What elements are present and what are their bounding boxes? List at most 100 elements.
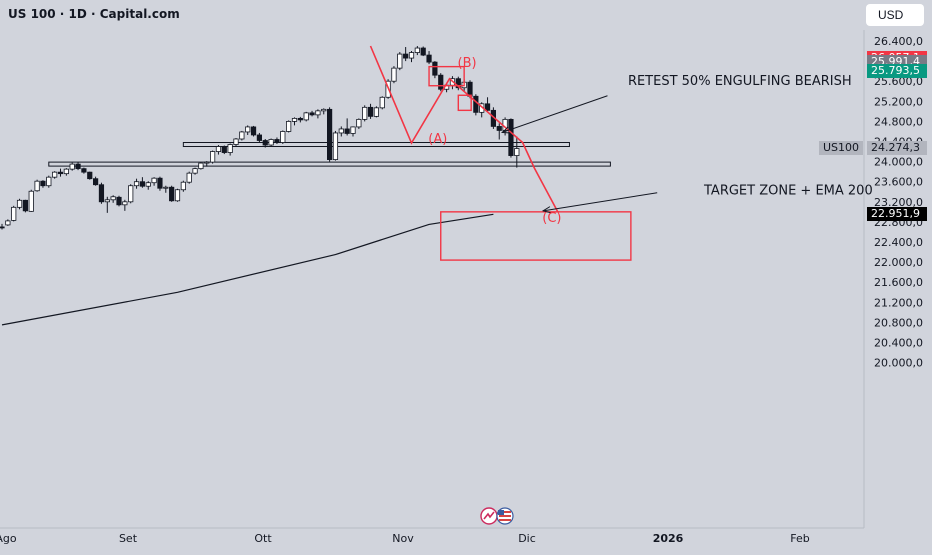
- target-zone-box: [440, 211, 632, 261]
- candle-body: [362, 106, 368, 120]
- currency-button[interactable]: USD: [866, 4, 924, 26]
- candle-body: [104, 199, 110, 203]
- candle-body: [133, 181, 140, 187]
- candle: [326, 107, 333, 162]
- candle: [432, 61, 438, 79]
- candle-body: [11, 206, 17, 221]
- ema-layer: [1, 213, 494, 326]
- candle-body: [69, 163, 75, 170]
- candle: [151, 177, 157, 186]
- candle-body: [274, 139, 280, 143]
- candle-body: [426, 54, 432, 63]
- candle-body: [81, 168, 87, 173]
- candle: [5, 219, 11, 226]
- axes-layer: [0, 30, 865, 529]
- candle-body: [280, 131, 286, 143]
- retest-arrow-head: [500, 126, 511, 134]
- candle: [438, 73, 444, 92]
- candle: [309, 110, 315, 117]
- candle: [379, 96, 385, 110]
- y-tick-label: 22.000,0: [874, 256, 923, 269]
- candle: [280, 130, 286, 145]
- zones-layer: [48, 142, 611, 167]
- candle: [128, 184, 134, 204]
- candle: [367, 103, 374, 119]
- candle: [22, 199, 29, 213]
- candle: [455, 76, 461, 91]
- candle: [239, 130, 245, 141]
- candle-body: [204, 161, 210, 164]
- candle-body: [116, 196, 122, 206]
- tick-labels-layer: 26.400,026.000,025.600,025.200,024.800,0…: [0, 35, 923, 545]
- wave-label: (C): [542, 211, 561, 226]
- candle: [169, 185, 175, 202]
- target-arrow: [543, 192, 658, 212]
- candle-body: [198, 162, 204, 170]
- y-tick-label: 23.200,0: [874, 196, 923, 209]
- candle: [98, 182, 105, 204]
- candle-body: [145, 182, 151, 187]
- candle-body: [157, 177, 163, 189]
- y-tick-label: 24.800,0: [874, 115, 923, 128]
- candle-body: [186, 172, 192, 183]
- candle: [297, 116, 303, 123]
- candle-body: [514, 148, 520, 156]
- candle: [139, 177, 145, 188]
- candle: [332, 130, 339, 161]
- y-tick-label: 21.200,0: [874, 296, 923, 309]
- candle: [268, 138, 274, 147]
- candle: [116, 195, 122, 207]
- candle-body: [34, 180, 40, 192]
- candle-body: [98, 184, 105, 203]
- candle-body: [315, 110, 321, 116]
- candle-body: [93, 178, 99, 186]
- candle: [338, 126, 344, 137]
- candle-body: [5, 220, 11, 226]
- candle: [408, 51, 415, 63]
- candle: [426, 51, 432, 65]
- candle-body: [169, 186, 175, 202]
- candle: [256, 132, 263, 143]
- candle-body: [332, 132, 339, 160]
- candle: [204, 161, 210, 167]
- candle-body: [250, 126, 257, 136]
- x-tick-label: Ott: [254, 532, 272, 545]
- candle-body: [151, 177, 157, 184]
- candle-body: [40, 180, 46, 187]
- candle-body: [291, 117, 298, 122]
- candle: [250, 125, 257, 137]
- y-tick-label: 20.400,0: [874, 337, 923, 350]
- retest-arrow: [502, 95, 608, 133]
- candle-body: [256, 134, 263, 141]
- candle: [286, 120, 292, 133]
- candle-body: [87, 171, 93, 180]
- candle-body: [122, 201, 128, 206]
- zone-rect-1: [182, 142, 570, 148]
- candle-body: [110, 196, 116, 201]
- candle: [227, 143, 233, 156]
- x-tick-label: Dic: [518, 532, 536, 545]
- candle-body: [221, 146, 227, 153]
- candle: [321, 108, 327, 115]
- candle-body: [338, 128, 344, 134]
- candle: [180, 180, 186, 192]
- candle: [87, 171, 93, 180]
- candle-body: [326, 108, 333, 160]
- x-tick-label: Feb: [790, 532, 809, 545]
- candle-body: [245, 126, 251, 133]
- candle-body: [344, 128, 350, 134]
- candle-body: [496, 126, 502, 131]
- candle-body: [373, 107, 380, 117]
- candle-body: [227, 144, 233, 153]
- candle: [291, 117, 298, 126]
- candle: [133, 178, 140, 189]
- candle: [414, 46, 420, 56]
- price-label-badge: 25.793,5: [867, 64, 927, 79]
- y-tick-label: 23.600,0: [874, 176, 923, 189]
- candle: [391, 66, 397, 84]
- candle-body: [432, 61, 438, 76]
- candle-body: [268, 139, 274, 146]
- candle: [145, 181, 151, 190]
